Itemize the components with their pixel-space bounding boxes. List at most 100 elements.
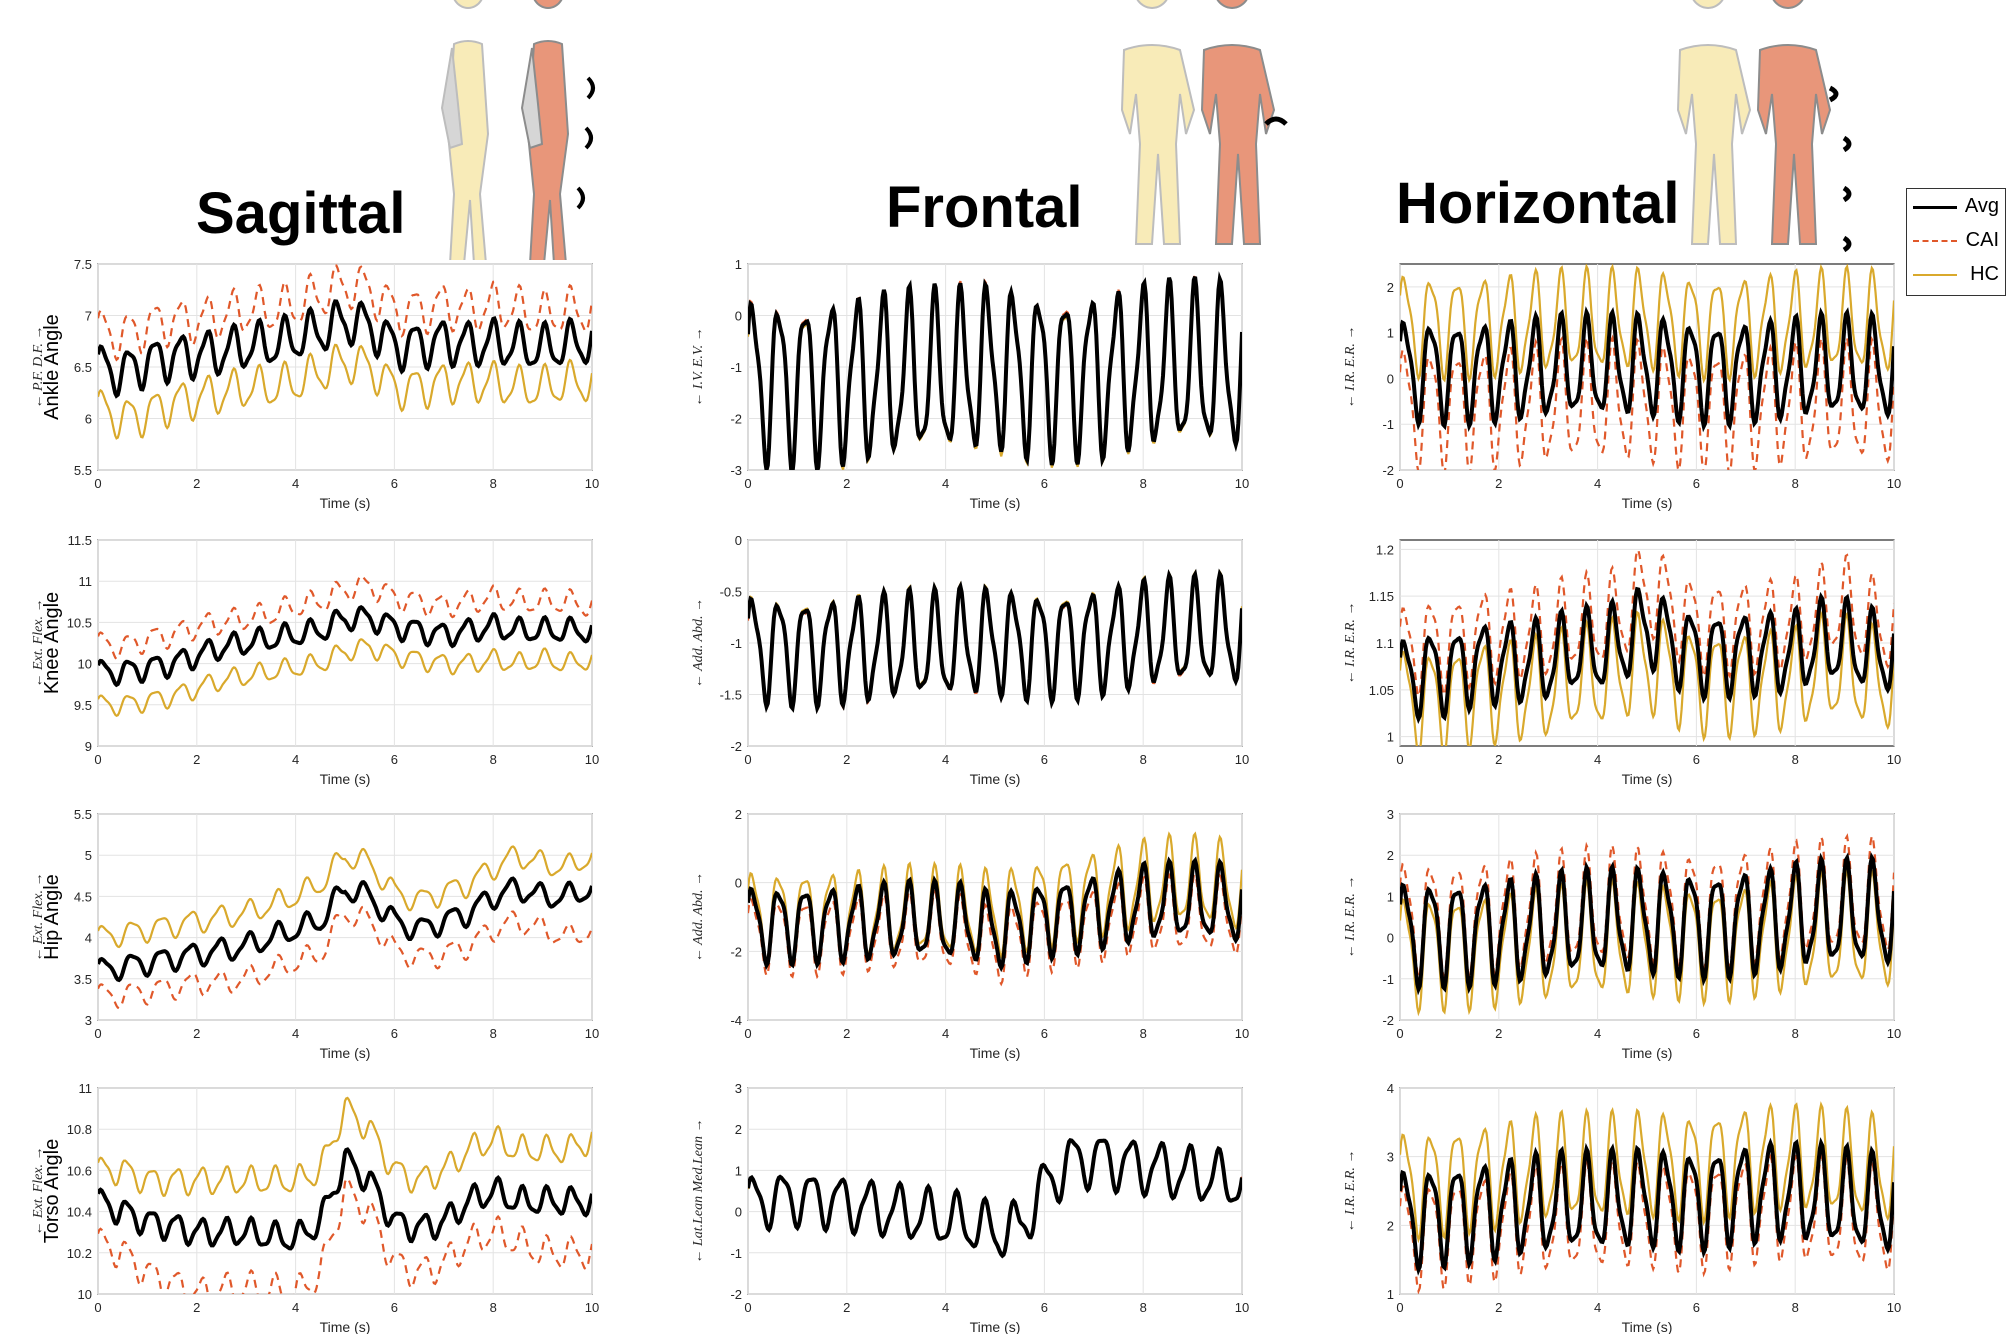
x-tick-label: 0 [94, 752, 101, 767]
series-line-hc [1400, 1101, 1894, 1244]
y-tick-label: 4 [85, 931, 92, 946]
series-line-avg [98, 605, 592, 688]
series-line-cai [98, 905, 592, 1010]
x-tick-label: 0 [94, 476, 101, 491]
x-tick-label: 6 [391, 476, 398, 491]
y-tick-label: -2 [730, 1287, 742, 1302]
y-axis-direction-label: ← I.R. E.R. → [1343, 876, 1358, 959]
x-tick-label: 10 [585, 752, 599, 767]
x-tick-label: 6 [1041, 752, 1048, 767]
x-tick-label: 2 [1495, 752, 1502, 767]
x-tick-label: 8 [490, 476, 497, 491]
x-axis-label: Time (s) [1622, 1045, 1673, 1061]
series-line-cai [1400, 548, 1894, 700]
x-tick-label: 6 [1693, 1026, 1700, 1041]
series-line-avg [98, 876, 592, 983]
y-tick-label: -2 [730, 739, 742, 754]
chart-panel: 0 2 4 6 8 10 -2 -1 0 1 2 Time (s) ← I.R. E.R. → [1343, 263, 1901, 511]
y-axis-direction-label: ← Ext. Flex. → [31, 598, 46, 687]
x-tick-label: 2 [843, 752, 850, 767]
y-axis-main-label: Knee Angle [41, 592, 63, 694]
y-tick-label: 3 [735, 1081, 742, 1096]
y-tick-label: 1 [1387, 326, 1394, 341]
x-tick-label: 10 [1235, 476, 1249, 491]
y-axis-direction-label: ← Ext. Flex. → [31, 1146, 46, 1235]
x-tick-label: 4 [292, 752, 299, 767]
x-tick-label: 4 [1594, 1026, 1601, 1041]
x-tick-label: 4 [942, 1300, 949, 1315]
y-tick-label: 1 [1387, 889, 1394, 904]
y-tick-label: 11.5 [68, 533, 92, 548]
series-line-avg [748, 856, 1242, 973]
y-tick-label: -2 [730, 944, 742, 959]
x-tick-label: 2 [1495, 1300, 1502, 1315]
y-axis-direction-label: ← Add. Abd. → [691, 598, 706, 688]
human-figures-horizontal-icon [1676, 0, 1852, 253]
y-axis-direction-label: ← P.F. D.F. → [31, 326, 46, 409]
title-sagittal: Sagittal [196, 181, 406, 246]
y-tick-label: -2 [1382, 1013, 1394, 1028]
human-figures-illustrations [440, 0, 1852, 260]
x-tick-label: 0 [1396, 476, 1403, 491]
y-tick-label: 11 [79, 574, 93, 589]
chart-panel: 0 2 4 6 8 10 3 3.5 4 4.5 5 5.5 Time (s) ← Ext. Flex. … [31, 807, 599, 1061]
x-tick-label: 8 [1792, 476, 1799, 491]
chart-panel: 0 2 4 6 8 10 -2 -1 0 1 2 3 Time (s) ← I.R. E.R. → [1343, 807, 1901, 1061]
y-tick-label: 1.05 [1369, 683, 1394, 698]
y-tick-label: 10.5 [67, 615, 92, 630]
legend-item: CAI [1907, 225, 2005, 257]
x-tick-label: 10 [1887, 1026, 1901, 1041]
y-tick-label: 2 [735, 1122, 742, 1137]
x-tick-label: 6 [1693, 476, 1700, 491]
x-tick-label: 2 [1495, 476, 1502, 491]
x-tick-label: 10 [1887, 752, 1901, 767]
chart-panel: 0 2 4 6 8 10 5.5 6 6.5 7 7.5 Time (s) ← P.F. D.F. →A… [31, 257, 599, 511]
plot-area [747, 1087, 1243, 1295]
y-tick-label: 2 [1387, 848, 1394, 863]
x-tick-label: 8 [490, 1300, 497, 1315]
y-axis-direction-label: ← Ext. Flex. → [31, 872, 46, 961]
x-tick-label: 4 [942, 752, 949, 767]
y-tick-label: 1.2 [1376, 542, 1394, 557]
y-tick-label: 0 [1387, 371, 1394, 386]
x-tick-label: 4 [292, 1300, 299, 1315]
x-axis-label: Time (s) [970, 1045, 1021, 1061]
y-tick-label: 9.5 [74, 698, 92, 713]
y-tick-label: -1.5 [720, 688, 742, 703]
x-tick-label: 2 [843, 476, 850, 491]
x-tick-label: 10 [1235, 1300, 1249, 1315]
y-tick-label: -1 [1382, 972, 1394, 987]
x-tick-label: 8 [1140, 476, 1147, 491]
series-line-hc [1400, 610, 1894, 746]
x-axis-label: Time (s) [970, 1319, 1021, 1334]
x-tick-label: 6 [1693, 752, 1700, 767]
y-tick-label: 7.5 [74, 257, 92, 272]
x-tick-label: 0 [744, 1026, 751, 1041]
y-tick-label: 10 [78, 657, 92, 672]
x-tick-label: 2 [193, 476, 200, 491]
x-tick-label: 4 [1594, 752, 1601, 767]
x-tick-label: 4 [1594, 476, 1601, 491]
x-tick-label: 10 [1235, 1026, 1249, 1041]
x-tick-label: 6 [1041, 1026, 1048, 1041]
x-axis-label: Time (s) [1622, 1319, 1673, 1334]
y-axis-direction-label: ← I.R. E.R. → [1343, 602, 1358, 685]
series-line-avg [748, 271, 1242, 470]
series-line-avg [98, 1147, 592, 1251]
y-tick-label: 1 [735, 1163, 742, 1178]
x-tick-label: 4 [942, 476, 949, 491]
series-line-hc [98, 343, 592, 440]
y-tick-label: 0 [1387, 931, 1394, 946]
y-tick-label: 10 [78, 1287, 92, 1302]
chart-panel: 0 2 4 6 8 10 10 10.2 10.4 10.6 10.8 11 Time (s) ← Ext… [31, 1081, 599, 1334]
series-line-hc [748, 831, 1242, 965]
chart-panel: 0 2 4 6 8 10 9 9.5 10 10.5 11 11.5 Time (s) ← Ext. Fl… [31, 533, 599, 787]
y-tick-label: -4 [730, 1013, 742, 1028]
y-tick-label: -1 [1382, 417, 1394, 432]
y-axis-direction-label: ← Add. Abd. → [691, 872, 706, 962]
y-tick-label: 2 [1387, 280, 1394, 295]
y-tick-label: 3 [85, 1013, 92, 1028]
y-axis-main-label: Hip Angle [41, 874, 63, 960]
